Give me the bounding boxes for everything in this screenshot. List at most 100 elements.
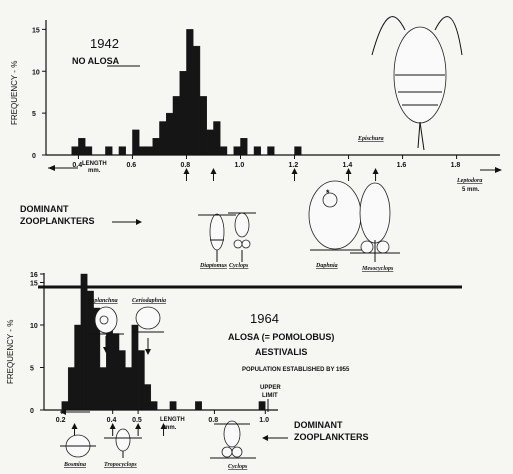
species-label-cyclops-1964: Cyclops [228, 464, 248, 470]
chart-1964-xlabel: LENGTH [160, 417, 185, 423]
chart-1942-bar-19 [233, 146, 241, 156]
chart-1964-ytick-label-3: 15 [30, 281, 38, 288]
leptodora-arrow-head [495, 167, 502, 173]
chart-1942-bar-1 [78, 138, 86, 156]
chart-1964-bar-15 [169, 401, 177, 411]
chart-1964-bar-1 [67, 367, 75, 411]
chart-1964-bar-11 [131, 324, 139, 411]
chart-1942-length-marker-head-4 [372, 168, 379, 174]
diaptomus-illustration [198, 213, 236, 262]
epischura-illustration [371, 16, 463, 151]
chart-1942-bar-0 [71, 146, 79, 156]
chart-1942-xlabel: LENGTH [82, 161, 107, 167]
chart-1942-bar-15 [199, 96, 207, 156]
chart-1942-xtick-label-3: 1.0 [234, 162, 244, 169]
chart-1942-bar-6 [138, 146, 147, 156]
species-label-tropocyclops: Tropocyclops [104, 462, 137, 468]
species-label-diaptomus: Diaptomus [199, 263, 228, 269]
chart-1964-xtick-label-2: 0.5 [132, 417, 142, 424]
chart-1964-bars [61, 273, 266, 411]
chart-1942-bar-9 [159, 121, 167, 156]
chart-1942-xtick-label-2: 0.8 [180, 162, 190, 169]
chart-1964-xlabel-unit: mm. [164, 425, 177, 431]
chart-1964-bar-10 [125, 367, 132, 411]
chart-1964-bar-14 [150, 401, 158, 411]
species-label-asplanchna: Asplanchna [87, 298, 118, 304]
upper-limit-label-2: LIMIT [262, 393, 278, 399]
chart-1964-length-marker-head-2 [135, 423, 142, 429]
dominant-1964-line2: ZOOPLANKTERS [294, 432, 369, 442]
markers-1942 [183, 168, 379, 181]
chart-1942-bar-3 [105, 146, 113, 156]
chart-1964-bar-6 [99, 367, 107, 411]
chart-1964-ytick-label-0: 0 [30, 408, 34, 415]
chart-1964-bar-12 [137, 350, 145, 411]
length-arrow-head-1964 [60, 409, 66, 415]
chart-1942-xtick-label-0: 0.4 [72, 162, 82, 169]
chart-1942-subtitle: NO ALOSA [72, 56, 120, 66]
chart-1964-ytick-label-4: 16 [30, 272, 38, 279]
chart-1964-note: POPULATION ESTABLISHED BY 1955 [242, 367, 350, 373]
chart-1942-bars [71, 29, 302, 156]
chart-1942-xlabel-unit: mm. [88, 168, 101, 174]
leptodora-size: 5 mm. [462, 187, 480, 193]
chart-1964: 0.2 0.4 0.5 0.8 1.0 0 5 10 15 16 FREQUENCY - % 19… [6, 272, 369, 470]
chart-1964-bar-7 [106, 324, 113, 411]
chart-1942-bar-18 [220, 146, 228, 156]
species-label-daphnia: Daphnia [315, 263, 338, 269]
markers-1964 [71, 423, 167, 436]
chart-1964-bar-8 [112, 333, 120, 411]
chart-1942-title: 1942 [90, 36, 119, 51]
chart-1964-length-marker-head-3 [160, 423, 167, 429]
chart-1964-xtick-label-0: 0.2 [56, 417, 66, 424]
chart-1942-xtick-label-1: 0.6 [126, 162, 136, 169]
species-label-ceriodaphnia: Ceriodaphnia [132, 298, 166, 304]
leptodora-label: Leptodora [456, 178, 482, 184]
daphnia-illustration: * [308, 180, 362, 251]
chart-1942-bar-13 [186, 29, 194, 156]
chart-1964-subtitle-line1: ALOSA (= POMOLOBUS) [228, 332, 334, 342]
chart-1942-xtick-label-7: 1.8 [451, 162, 461, 169]
cyclops-1964-illustration [210, 420, 256, 459]
chart-1942-length-marker-head-2 [291, 168, 298, 174]
dominant-1942-arrow-head [136, 219, 142, 225]
chart-1942-xtick-label-6: 1.6 [397, 162, 407, 169]
chart-1942-bar-14 [193, 45, 201, 156]
chart-1964-xtick-label-4: 1.0 [259, 417, 269, 424]
chart-1942-bar-16 [206, 129, 214, 156]
species-label-mesocyclops: Mesocyclops [361, 266, 394, 272]
chart-1942-ytick-label-0: 0 [32, 153, 36, 160]
chart-1964-ytick-label-2: 10 [30, 323, 38, 330]
ceriodaphnia-illustration [132, 306, 164, 355]
chart-1964-title: 1964 [250, 311, 279, 326]
chart-1942-xtick-label-4: 1.2 [289, 162, 299, 169]
chart-1964-ylabel: FREQUENCY - % [6, 320, 15, 384]
dominant-1964-arrow-head [262, 435, 268, 441]
chart-1964-bar-16 [195, 401, 202, 411]
chart-1964-bar-13 [144, 384, 152, 411]
chart-1964-subtitle-line2: AESTIVALIS [255, 347, 307, 357]
chart-1964-bar-0 [61, 401, 69, 411]
chart-1964-length-marker-head-1 [109, 423, 116, 429]
chart-1942-bar-7 [145, 146, 153, 156]
chart-1964-bar-4 [87, 290, 94, 411]
asplanchna-illustration [88, 306, 124, 353]
chart-1964-xtick-label-1: 0.4 [107, 417, 117, 424]
chart-1942-bar-23 [294, 146, 302, 156]
tropocyclops-illustration [104, 428, 142, 458]
chart-1964-bar-9 [118, 350, 126, 411]
chart-1942: 0.4 0.6 0.8 1.0 1.2 1.4 1.6 1.8 0 5 10 15 FREQUENCY… [10, 16, 502, 272]
species-label-cyclops-1942: Cyclops [229, 263, 249, 269]
species-label-epischura: Epischura [357, 136, 384, 142]
mesocyclops-illustration [350, 182, 400, 262]
chart-1942-bar-5 [132, 129, 140, 156]
chart-1964-length-marker-head-0 [71, 423, 78, 429]
chart-1942-length-marker-head-3 [345, 168, 352, 174]
svg-text:*: * [326, 188, 330, 198]
dominant-1942-line1: DOMINANT [20, 204, 69, 214]
chart-1942-bar-11 [172, 96, 180, 156]
species-label-bosmina: Bosmina [63, 462, 86, 468]
chart-1942-bar-10 [166, 112, 174, 156]
dominant-1942-line2: ZOOPLANKTERS [20, 216, 95, 226]
